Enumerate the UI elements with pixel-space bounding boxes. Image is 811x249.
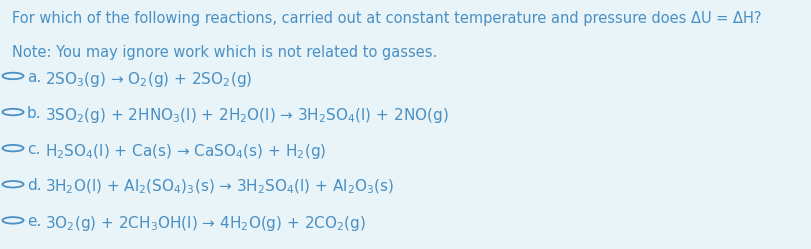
Text: b.: b. — [27, 106, 41, 121]
Text: 3H$_{2}$O(l) + Al$_{2}$(SO$_{4}$)$_{3}$(s) → 3H$_{2}$SO$_{4}$(l) + Al$_{2}$O$_{3: 3H$_{2}$O(l) + Al$_{2}$(SO$_{4}$)$_{3}$(… — [45, 178, 394, 196]
Text: a.: a. — [27, 70, 41, 85]
Text: 2SO$_{3}$(g) → O$_{2}$(g) + 2SO$_{2}$(g): 2SO$_{3}$(g) → O$_{2}$(g) + 2SO$_{2}$(g) — [45, 70, 252, 89]
Text: c.: c. — [27, 142, 40, 157]
Text: Note: You may ignore work which is not related to gasses.: Note: You may ignore work which is not r… — [12, 45, 437, 60]
Text: e.: e. — [27, 214, 41, 229]
Text: For which of the following reactions, carried out at constant temperature and pr: For which of the following reactions, ca… — [12, 11, 762, 26]
Text: 3O$_{2}$(g) + 2CH$_{3}$OH(l) → 4H$_{2}$O(g) + 2CO$_{2}$(g): 3O$_{2}$(g) + 2CH$_{3}$OH(l) → 4H$_{2}$O… — [45, 214, 366, 233]
Text: H$_{2}$SO$_{4}$(l) + Ca(s) → CaSO$_{4}$(s) + H$_{2}$(g): H$_{2}$SO$_{4}$(l) + Ca(s) → CaSO$_{4}$(… — [45, 142, 326, 161]
Text: d.: d. — [27, 178, 41, 193]
Text: 3SO$_{2}$(g) + 2HNO$_{3}$(l) + 2H$_{2}$O(l) → 3H$_{2}$SO$_{4}$(l) + 2NO(g): 3SO$_{2}$(g) + 2HNO$_{3}$(l) + 2H$_{2}$O… — [45, 106, 448, 125]
